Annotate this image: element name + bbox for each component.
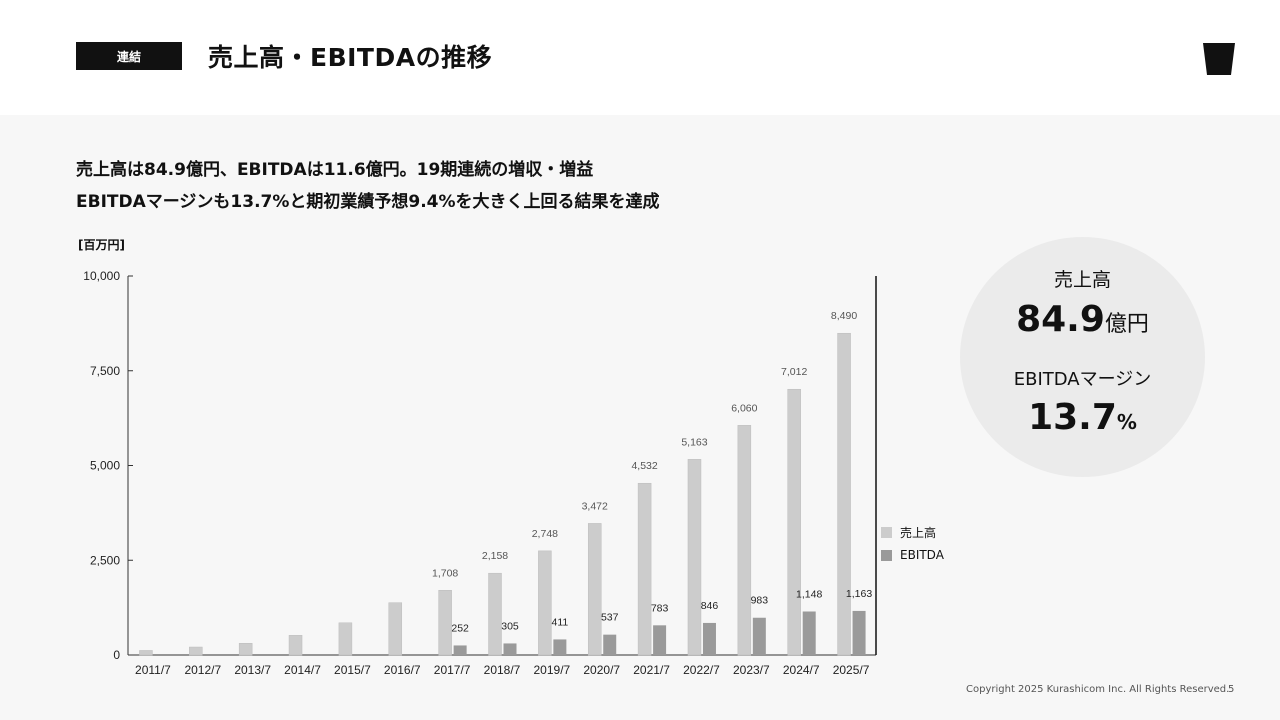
ebitda-data-label: 1,163	[846, 588, 872, 600]
revenue-bar	[139, 650, 153, 656]
highlight-margin-label: EBITDAマージン	[1013, 369, 1152, 390]
lead-line-1: 売上高は84.9億円、EBITDAは11.6億円。19期連続の増収・増益	[76, 160, 594, 180]
highlight-revenue-number: 84.9	[1016, 299, 1105, 340]
highlight-margin-value: 13.7%	[960, 397, 1205, 438]
x-tick-label: 2011/7	[135, 663, 171, 677]
revenue-bar	[438, 590, 452, 656]
chart-unit-label: [百万円]	[78, 238, 125, 252]
ebitda-data-label: 983	[751, 595, 769, 607]
revenue-bar	[388, 602, 403, 656]
revenue-data-label: 1,708	[432, 567, 458, 579]
x-tick-label: 2014/7	[284, 663, 321, 677]
highlight-circle: 売上高 84.9億円 EBITDAマージン 13.7%	[960, 237, 1205, 477]
ebitda-bar	[453, 645, 467, 655]
lead-line-2: EBITDAマージンも13.7%と期初業績予想9.4%を大きく上回る結果を達成	[76, 192, 660, 212]
revenue-bar	[338, 622, 353, 656]
ebitda-bar	[702, 622, 716, 655]
revenue-bar	[737, 425, 752, 656]
ebitda-bar	[802, 611, 816, 655]
revenue-data-label: 6,060	[731, 402, 757, 414]
legend-label-ebitda: EBITDA	[900, 548, 944, 562]
ebitda-data-label: 411	[551, 616, 568, 628]
y-tick-label: 0	[113, 648, 120, 662]
cup-logo-icon	[1203, 43, 1235, 75]
x-tick-label: 2021/7	[633, 663, 670, 677]
x-tick-label: 2024/7	[783, 663, 820, 677]
revenue-bar	[837, 332, 851, 656]
ebitda-bar	[503, 643, 517, 655]
ebitda-data-label: 846	[701, 600, 719, 612]
revenue-data-label: 5,163	[681, 436, 707, 448]
x-tick-label: 2025/7	[833, 663, 870, 677]
ebitda-bar	[852, 610, 866, 655]
highlight-revenue-value: 84.9億円	[960, 299, 1205, 340]
y-tick-label: 7,500	[90, 364, 120, 378]
revenue-data-label: 8,490	[831, 310, 857, 322]
revenue-data-label: 7,012	[781, 366, 807, 378]
copyright-text: Copyright 2025 Kurashicom Inc. All Right…	[966, 684, 1230, 695]
revenue-data-label: 3,472	[582, 500, 608, 512]
revenue-bar	[538, 550, 552, 656]
revenue-bar	[488, 572, 502, 656]
revenue-bar	[637, 482, 652, 656]
highlight-margin-number: 13.7	[1028, 397, 1117, 438]
page-number: 5	[1228, 684, 1235, 695]
x-tick-label: 2019/7	[534, 663, 571, 677]
legend-swatch-revenue	[881, 527, 892, 538]
page-title: 売上高・EBITDAの推移	[208, 43, 493, 72]
revenue-bar	[687, 459, 702, 656]
legend-item-revenue: 売上高	[881, 524, 936, 541]
revenue-data-label: 2,158	[482, 550, 508, 562]
legend-swatch-ebitda	[881, 549, 892, 561]
x-tick-label: 2013/7	[234, 663, 271, 677]
x-tick-label: 2017/7	[434, 663, 471, 677]
revenue-bar	[787, 388, 801, 656]
x-tick-label: 2023/7	[733, 663, 770, 677]
ebitda-bar	[653, 625, 667, 655]
ebitda-bar	[603, 634, 617, 655]
ebitda-bar	[752, 617, 766, 655]
highlight-revenue-label: 売上高	[1053, 269, 1111, 291]
legend-item-ebitda: EBITDA	[881, 548, 944, 562]
x-tick-label: 2022/7	[683, 663, 720, 677]
y-tick-label: 5,000	[90, 459, 120, 473]
ebitda-data-label: 1,148	[796, 588, 822, 600]
revenue-data-label: 4,532	[631, 460, 657, 472]
ebitda-data-label: 783	[651, 602, 669, 614]
consolidated-tag: 連結	[76, 42, 182, 70]
x-tick-label: 2018/7	[484, 663, 521, 677]
header-bar: 連結 売上高・EBITDAの推移	[0, 0, 1280, 115]
revenue-bar	[288, 635, 303, 656]
x-tick-label: 2020/7	[583, 663, 620, 677]
highlight-revenue-unit: 億円	[1104, 312, 1149, 337]
highlight-margin-unit: %	[1116, 410, 1137, 434]
ebitda-data-label: 252	[451, 622, 469, 634]
x-tick-label: 2015/7	[334, 663, 371, 677]
ebitda-data-label: 305	[501, 620, 519, 632]
legend-label-revenue: 売上高	[900, 526, 937, 540]
revenue-data-label: 2,748	[532, 528, 558, 540]
ebitda-data-label: 537	[601, 612, 619, 624]
x-tick-label: 2016/7	[384, 663, 421, 677]
revenue-bar	[238, 643, 253, 656]
y-tick-label: 10,000	[83, 269, 120, 283]
ebitda-bar	[553, 639, 567, 655]
y-tick-label: 2,500	[90, 553, 120, 567]
revenue-bar	[587, 523, 602, 656]
revenue-bar	[189, 646, 203, 656]
x-tick-label: 2012/7	[184, 663, 221, 677]
